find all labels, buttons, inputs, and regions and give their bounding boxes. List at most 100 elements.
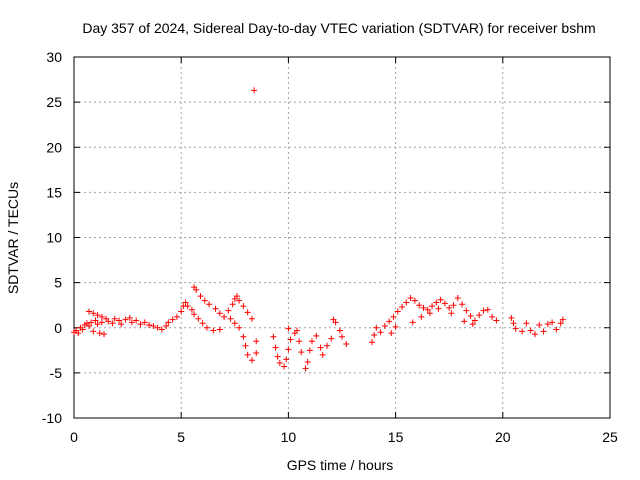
data-point (390, 313, 397, 320)
data-point (536, 322, 543, 329)
data-point (306, 347, 313, 354)
data-point (394, 308, 401, 315)
data-point (201, 297, 208, 304)
data-point (420, 304, 427, 311)
data-point (461, 318, 468, 325)
data-point (377, 329, 384, 336)
data-point (276, 359, 283, 366)
data-point (559, 316, 566, 323)
data-point (227, 315, 234, 322)
data-point (251, 87, 258, 94)
data-point (216, 310, 223, 317)
data-point (150, 322, 157, 329)
y-tick-label: 30 (46, 49, 62, 65)
data-point (158, 326, 165, 333)
data-point (429, 303, 436, 310)
data-point (270, 333, 277, 340)
data-point (75, 330, 82, 337)
data-point (79, 326, 86, 333)
data-point (90, 328, 97, 335)
data-point (409, 319, 416, 326)
data-points (71, 87, 566, 372)
data-point (304, 359, 311, 366)
data-point (98, 319, 105, 326)
data-point (399, 303, 406, 310)
data-point (388, 330, 395, 337)
chart-title: Day 357 of 2024, Sidereal Day-to-day VTE… (82, 20, 595, 36)
data-point (544, 321, 551, 328)
data-point (441, 300, 448, 307)
data-point (489, 313, 496, 320)
data-point (203, 324, 210, 331)
data-point (463, 307, 470, 314)
data-point (512, 325, 519, 332)
data-point (454, 294, 461, 301)
y-tick-label: 5 (54, 275, 62, 291)
data-point (233, 293, 240, 300)
y-tick-label: -10 (42, 410, 62, 426)
data-point (244, 309, 251, 316)
y-tick-label: 10 (46, 230, 62, 246)
data-point (471, 317, 478, 324)
data-point (221, 313, 228, 320)
data-point (403, 299, 410, 306)
data-point (433, 299, 440, 306)
data-point (137, 321, 144, 328)
data-point (285, 346, 292, 353)
data-point (323, 342, 330, 349)
data-point (163, 322, 170, 329)
data-point (332, 319, 339, 326)
y-tick-label: 20 (46, 139, 62, 155)
data-point (195, 315, 202, 322)
data-point (146, 322, 153, 329)
y-tick-label: -5 (50, 365, 63, 381)
data-point (191, 311, 198, 318)
data-point (424, 306, 431, 313)
data-point (281, 363, 288, 370)
data-point (510, 320, 517, 327)
data-point (293, 327, 300, 334)
data-point (519, 328, 526, 335)
data-point (523, 320, 530, 327)
x-tick-label: 5 (177, 429, 185, 445)
y-axis-label: SDTVAR / TECUs (5, 182, 21, 294)
data-point (193, 286, 200, 293)
data-point (197, 293, 204, 300)
data-point (88, 319, 95, 326)
data-point (96, 330, 103, 337)
data-point (283, 356, 290, 363)
data-point (231, 320, 238, 327)
data-point (317, 344, 324, 351)
data-point (508, 314, 515, 321)
data-point (169, 316, 176, 323)
data-point (210, 327, 217, 334)
data-point (173, 313, 180, 320)
x-tick-label: 15 (388, 429, 404, 445)
axis-ticks: 0 5 10 15 20 25 -10 -5 0 5 10 15 20 25 30 (42, 49, 618, 445)
data-point (248, 357, 255, 364)
data-point (313, 332, 320, 339)
data-point (469, 321, 476, 328)
data-point (253, 350, 260, 357)
data-point (272, 344, 279, 351)
data-point (244, 351, 251, 358)
data-point (426, 310, 433, 317)
data-point (236, 297, 243, 304)
data-point (371, 331, 378, 338)
data-point (540, 328, 547, 335)
data-point (328, 335, 335, 342)
x-tick-label: 10 (281, 429, 297, 445)
data-point (416, 302, 423, 309)
data-point (373, 324, 380, 331)
data-point (94, 312, 101, 319)
data-point (188, 306, 195, 313)
x-tick-label: 0 (70, 429, 78, 445)
y-tick-label: 0 (54, 320, 62, 336)
data-point (109, 320, 116, 327)
data-point (336, 327, 343, 334)
data-point (128, 319, 135, 326)
data-point (101, 331, 108, 338)
data-point (411, 297, 418, 304)
data-point (435, 305, 442, 312)
